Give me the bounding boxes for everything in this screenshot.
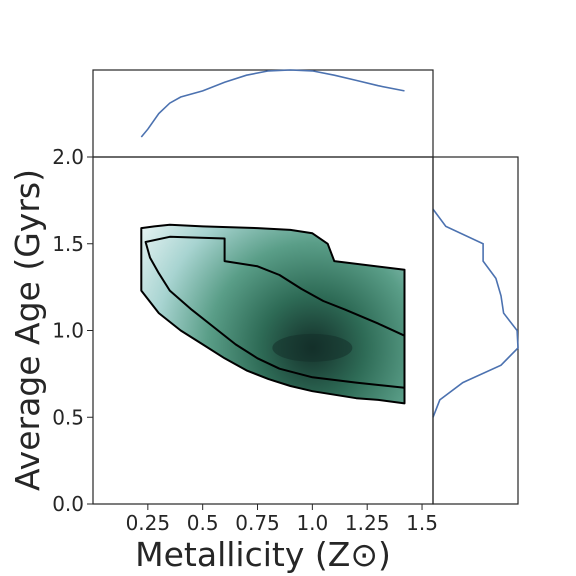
x-axis-ticks: 0.25 0.5 0.75 1.0 1.25 1.5	[126, 504, 438, 535]
x-marginal-density-line	[140, 69, 405, 138]
right-marginal-panel	[432, 156, 519, 505]
top-marginal-panel	[92, 69, 434, 158]
y-tick-label: 1.5	[52, 232, 84, 256]
x-tick-label: 0.25	[126, 511, 171, 535]
x-tick-label: 0.5	[187, 511, 219, 535]
y-marginal-density-line	[432, 208, 519, 418]
y-tick-label: 1.0	[52, 319, 84, 343]
right-marginal-frame	[432, 156, 519, 505]
outer-contour-line	[140, 223, 406, 405]
x-tick-label: 1.25	[345, 511, 390, 535]
density-core	[272, 333, 353, 362]
x-tick-label: 1.0	[296, 511, 328, 535]
joint-panel: 0.25 0.5 0.75 1.0 1.25 1.5 0.0 0.5 1.0 1.5 2.0	[52, 145, 438, 535]
top-marginal-frame	[92, 69, 434, 158]
x-axis-label: Metallicity (Z⊙)	[135, 535, 391, 574]
y-axis-label: Average Age (Gyrs)	[8, 169, 47, 491]
density-fill	[141, 224, 405, 404]
inner-contour-line	[144, 235, 406, 389]
y-tick-label: 0.5	[52, 405, 84, 429]
x-tick-label: 0.75	[235, 511, 280, 535]
x-tick-label: 1.5	[406, 511, 438, 535]
y-tick-label: 2.0	[52, 145, 84, 169]
y-tick-label: 0.0	[52, 492, 84, 516]
y-axis-ticks: 0.0 0.5 1.0 1.5 2.0	[52, 145, 93, 516]
